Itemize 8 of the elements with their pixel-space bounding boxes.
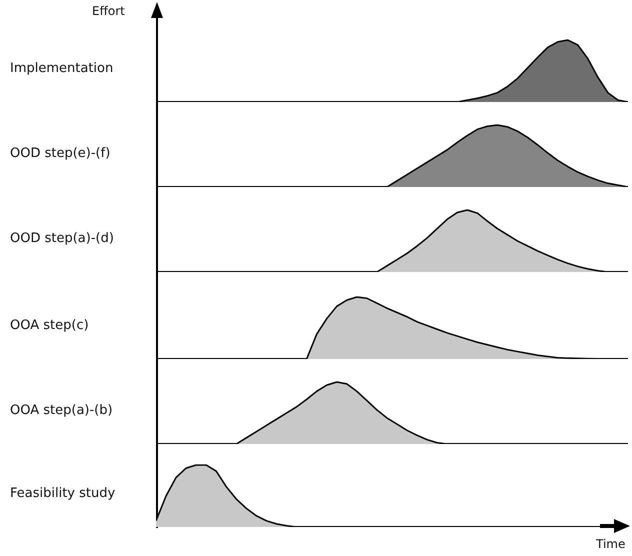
y-axis-title: Effort <box>92 4 125 18</box>
text: OOD step(a)-(d) <box>10 231 114 246</box>
text: Implementation <box>10 61 114 76</box>
text: OOA step(c) <box>10 318 89 333</box>
x-axis-title: Time <box>596 537 626 551</box>
text: Feasibility study <box>10 486 116 501</box>
text: OOA step(a)-(b) <box>10 403 113 418</box>
text: OOD step(e)-(f) <box>10 146 110 161</box>
